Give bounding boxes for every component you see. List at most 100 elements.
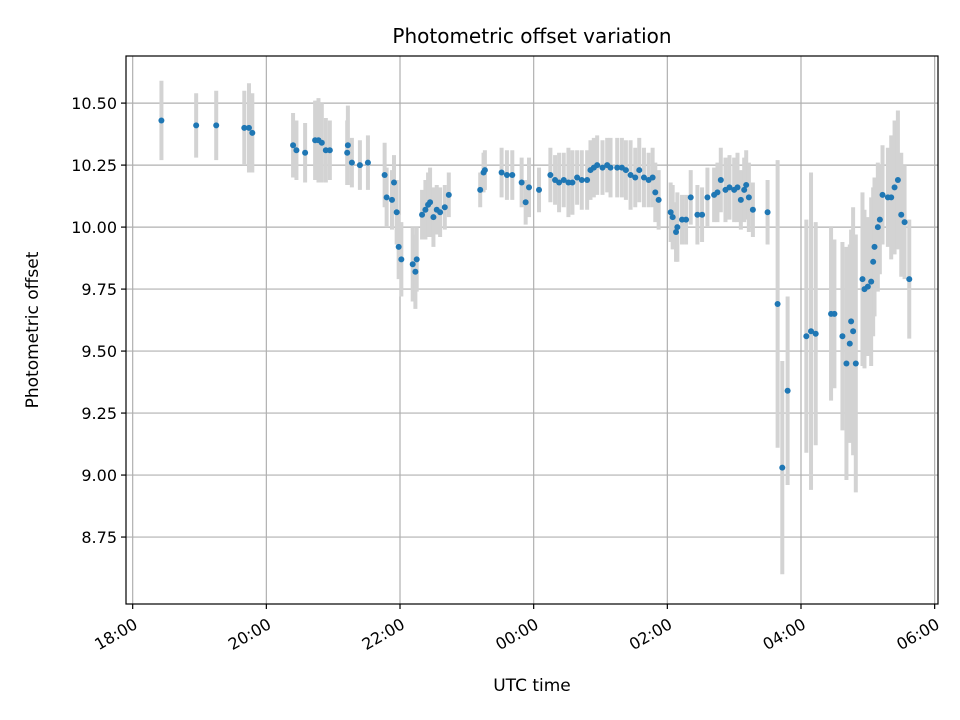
- data-point: [898, 211, 905, 218]
- data-point: [743, 181, 750, 188]
- data-point: [870, 258, 877, 265]
- data-point: [868, 278, 875, 285]
- data-point: [843, 360, 850, 367]
- data-point: [846, 340, 853, 347]
- data-point: [522, 199, 529, 206]
- y-tick-label: 8.75: [81, 528, 117, 547]
- data-point: [158, 117, 165, 124]
- data-point: [655, 196, 662, 203]
- data-point: [430, 214, 437, 221]
- data-point: [364, 159, 371, 166]
- data-point: [395, 243, 402, 250]
- data-points: [158, 117, 913, 471]
- data-point: [906, 276, 913, 283]
- data-point: [622, 167, 629, 174]
- data-point: [888, 194, 895, 201]
- y-axis-title: Photometric offset: [23, 251, 43, 408]
- data-point: [901, 219, 908, 226]
- data-point: [831, 310, 838, 317]
- data-point: [714, 189, 721, 196]
- data-point: [569, 179, 576, 186]
- data-point: [812, 330, 819, 337]
- data-point: [412, 268, 419, 275]
- data-point: [249, 129, 256, 136]
- y-tick-label: 9.50: [81, 342, 117, 361]
- data-point: [749, 206, 756, 213]
- data-point: [745, 194, 752, 201]
- chart-title: Photometric offset variation: [392, 24, 671, 48]
- x-axis-title: UTC time: [493, 676, 571, 696]
- data-point: [614, 164, 621, 171]
- data-point: [640, 174, 647, 181]
- y-axis: 8.75 9.00 9.25 9.50 9.75 10.00 10.25 10.50: [71, 94, 126, 547]
- data-point: [667, 209, 674, 216]
- data-point: [627, 172, 634, 179]
- data-point: [302, 149, 309, 156]
- data-point: [734, 184, 741, 191]
- data-point: [383, 194, 390, 201]
- data-point: [388, 196, 395, 203]
- data-point: [437, 209, 444, 216]
- data-point: [393, 209, 400, 216]
- data-point: [344, 142, 351, 149]
- data-point: [636, 167, 643, 174]
- data-point: [774, 300, 781, 307]
- data-point: [525, 184, 532, 191]
- data-point: [649, 174, 656, 181]
- data-point: [839, 333, 846, 340]
- data-point: [241, 124, 248, 131]
- data-point: [784, 387, 791, 394]
- data-point: [477, 186, 484, 193]
- data-point: [293, 147, 300, 154]
- data-point: [894, 176, 901, 183]
- data-point: [318, 139, 325, 146]
- data-point: [864, 283, 871, 290]
- data-point: [764, 209, 771, 216]
- data-point: [213, 122, 220, 129]
- data-point: [704, 194, 711, 201]
- plot-area-frame: [125, 55, 939, 605]
- data-point: [808, 328, 815, 335]
- data-point: [607, 164, 614, 171]
- data-point: [441, 204, 448, 211]
- data-point: [879, 191, 886, 198]
- data-point: [445, 191, 452, 198]
- data-point: [876, 216, 883, 223]
- data-point: [556, 179, 563, 186]
- data-point: [578, 176, 585, 183]
- data-point: [344, 149, 351, 156]
- data-point: [574, 174, 581, 181]
- y-tick-label: 10.25: [71, 156, 117, 175]
- data-point: [547, 172, 554, 179]
- data-point: [381, 172, 388, 179]
- data-point: [536, 186, 543, 193]
- data-point: [326, 147, 333, 154]
- data-point: [290, 142, 297, 149]
- data-point: [891, 184, 898, 191]
- data-point: [409, 261, 416, 268]
- data-point: [699, 211, 706, 218]
- data-point: [390, 179, 397, 186]
- data-point: [560, 176, 567, 183]
- data-point: [683, 216, 690, 223]
- data-point: [779, 464, 786, 471]
- data-point: [518, 179, 525, 186]
- data-point: [687, 194, 694, 201]
- data-point: [674, 224, 681, 231]
- data-point: [398, 256, 405, 263]
- data-point: [348, 159, 355, 166]
- data-point: [427, 199, 434, 206]
- data-point: [419, 211, 426, 218]
- y-tick-label: 9.00: [81, 466, 117, 485]
- data-point: [509, 172, 516, 179]
- y-tick-label: 10.50: [71, 94, 117, 113]
- y-tick-label: 9.25: [81, 404, 117, 423]
- data-point: [422, 206, 429, 213]
- data-point: [503, 172, 510, 179]
- data-point: [669, 214, 676, 221]
- data-point: [673, 229, 680, 236]
- data-point: [594, 162, 601, 169]
- data-point: [859, 276, 866, 283]
- data-point: [481, 167, 488, 174]
